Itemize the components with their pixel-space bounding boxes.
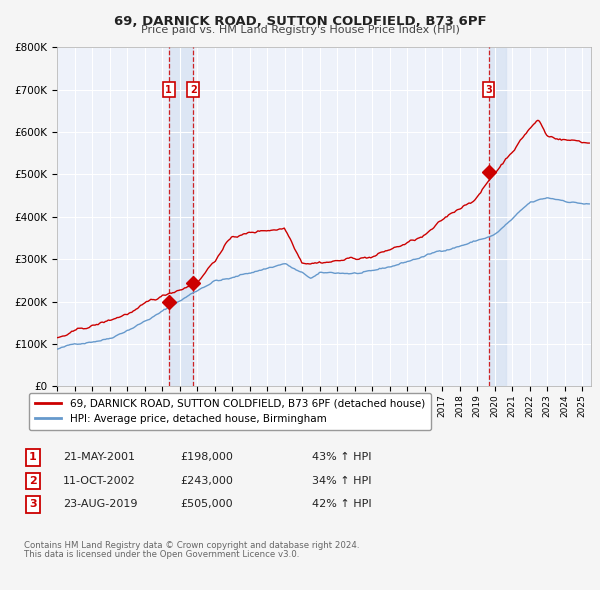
Text: 11-OCT-2002: 11-OCT-2002 xyxy=(63,476,136,486)
Text: 2: 2 xyxy=(190,84,197,94)
Text: £243,000: £243,000 xyxy=(180,476,233,486)
Text: 23-AUG-2019: 23-AUG-2019 xyxy=(63,500,137,509)
Legend: 69, DARNICK ROAD, SUTTON COLDFIELD, B73 6PF (detached house), HPI: Average price: 69, DARNICK ROAD, SUTTON COLDFIELD, B73 … xyxy=(29,393,431,430)
Text: Contains HM Land Registry data © Crown copyright and database right 2024.: Contains HM Land Registry data © Crown c… xyxy=(24,541,359,550)
Text: £505,000: £505,000 xyxy=(180,500,233,509)
Text: 69, DARNICK ROAD, SUTTON COLDFIELD, B73 6PF: 69, DARNICK ROAD, SUTTON COLDFIELD, B73 … xyxy=(113,15,487,28)
Bar xyxy=(169,47,193,386)
Text: 34% ↑ HPI: 34% ↑ HPI xyxy=(312,476,371,486)
Text: 2: 2 xyxy=(29,476,37,486)
Bar xyxy=(488,47,506,386)
Text: 42% ↑ HPI: 42% ↑ HPI xyxy=(312,500,371,509)
Text: 3: 3 xyxy=(29,500,37,509)
Text: This data is licensed under the Open Government Licence v3.0.: This data is licensed under the Open Gov… xyxy=(24,550,299,559)
Text: 3: 3 xyxy=(485,84,492,94)
Text: 43% ↑ HPI: 43% ↑ HPI xyxy=(312,453,371,462)
Text: 1: 1 xyxy=(29,453,37,462)
Text: Price paid vs. HM Land Registry's House Price Index (HPI): Price paid vs. HM Land Registry's House … xyxy=(140,25,460,35)
Text: 1: 1 xyxy=(166,84,172,94)
Text: £198,000: £198,000 xyxy=(180,453,233,462)
Text: 21-MAY-2001: 21-MAY-2001 xyxy=(63,453,135,462)
